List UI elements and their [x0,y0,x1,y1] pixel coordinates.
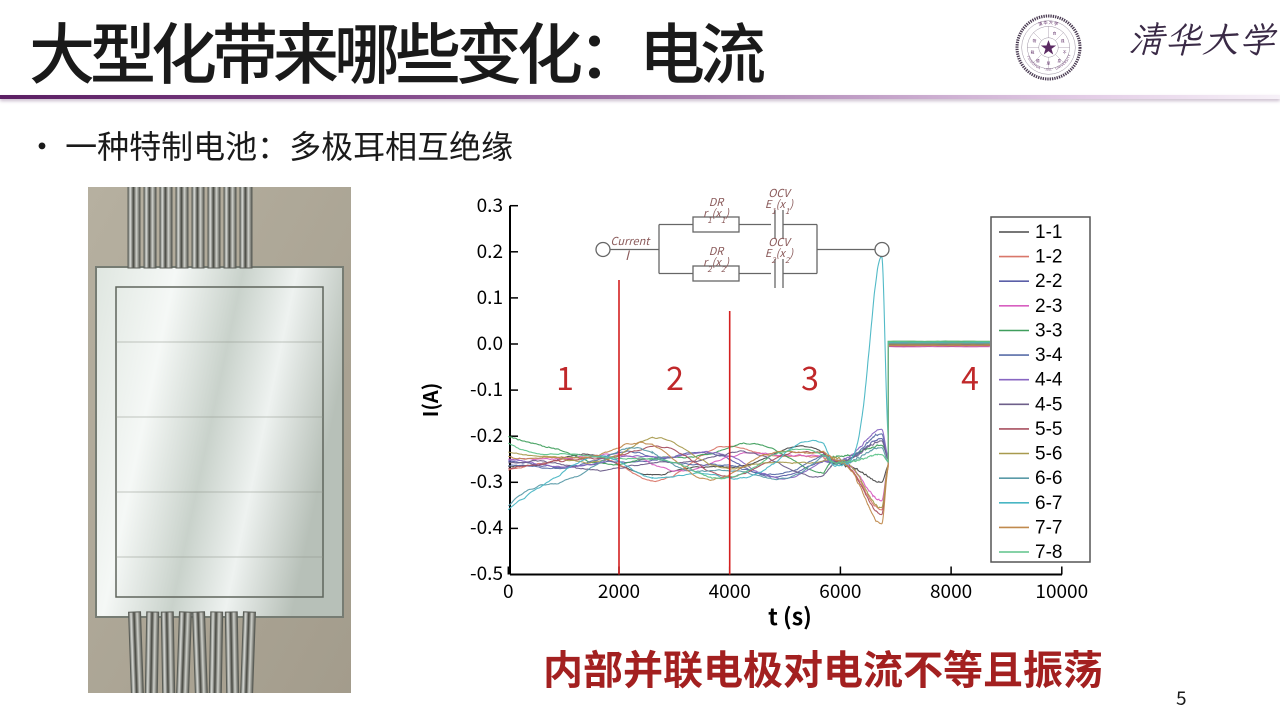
svg-text:0.2: 0.2 [477,237,503,264]
svg-text:2-2: 2-2 [1035,271,1062,292]
svg-text:0.3: 0.3 [477,191,503,218]
svg-text:6-6: 6-6 [1035,468,1062,489]
svg-text:-0.2: -0.2 [470,421,503,448]
svg-text:息: 息 [1057,58,1061,64]
svg-text:不: 不 [1063,51,1067,56]
svg-text:自: 自 [1053,30,1057,36]
svg-text:-0.5: -0.5 [470,559,503,586]
svg-text:4: 4 [961,354,979,400]
svg-text:10000: 10000 [1035,577,1088,604]
svg-text:E1(x1): E1(x1) [765,196,795,217]
svg-text:厚: 厚 [1047,60,1051,66]
svg-text:7-7: 7-7 [1035,517,1062,538]
svg-text:8000: 8000 [930,577,972,604]
svg-text:r1(x1): r1(x1) [703,205,730,226]
svg-text:0.0: 0.0 [477,329,503,356]
svg-text:E2(x2): E2(x2) [765,245,795,266]
svg-text:t (s): t (s) [768,598,812,632]
svg-text:2: 2 [666,354,684,400]
svg-text:4000: 4000 [709,577,751,604]
svg-text:5-6: 5-6 [1035,444,1062,465]
svg-text:德: 德 [1036,58,1040,64]
svg-text:1-1: 1-1 [1035,222,1062,243]
svg-text:4-5: 4-5 [1035,394,1062,415]
svg-text:1: 1 [556,354,574,400]
svg-text:载: 载 [1031,50,1035,56]
svg-text:1-2: 1-2 [1035,247,1062,268]
svg-text:6-7: 6-7 [1035,493,1062,514]
svg-text:7-8: 7-8 [1035,542,1062,563]
svg-text:2-3: 2-3 [1035,296,1062,317]
svg-text:3-4: 3-4 [1035,345,1063,366]
svg-text:6000: 6000 [819,577,861,604]
svg-text:TSINGHUA: TSINGHUA [1026,54,1042,70]
svg-text:2000: 2000 [598,577,640,604]
svg-text:0.1: 0.1 [477,283,503,310]
svg-text:4-4: 4-4 [1035,370,1063,391]
svg-text:3: 3 [801,354,819,400]
svg-text:强: 强 [1061,38,1065,44]
svg-text:Current: Current [611,233,652,249]
svg-text:I(A): I(A) [420,383,444,418]
svg-text:r2(x2): r2(x2) [703,254,730,275]
svg-text:-0.3: -0.3 [470,467,503,494]
svg-text:3-3: 3-3 [1035,321,1062,342]
svg-text:5-5: 5-5 [1035,419,1062,440]
svg-text:0: 0 [503,577,514,604]
svg-text:物: 物 [1033,38,1037,44]
svg-text:-0.4: -0.4 [470,513,503,540]
svg-text:-0.1: -0.1 [470,375,503,402]
